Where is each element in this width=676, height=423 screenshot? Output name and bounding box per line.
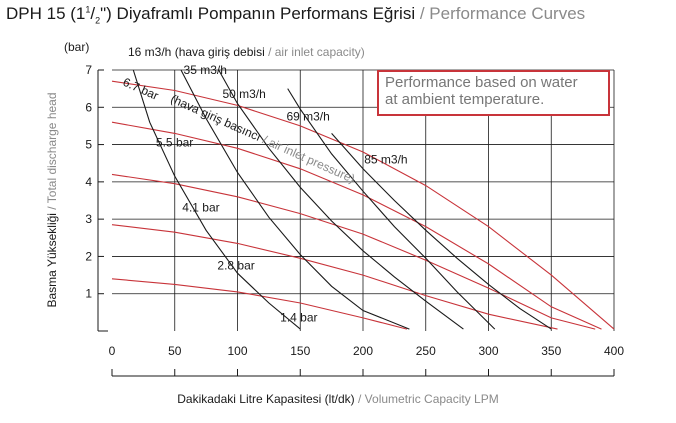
y-label-sep: /: [45, 203, 59, 214]
y-tick-label-6: 7: [85, 63, 92, 77]
y-label-en: Total discharge head: [45, 92, 59, 204]
pressure-label-1: 5.5 bar: [156, 135, 193, 149]
pressure-curve-3: [111, 224, 558, 330]
air-label-2: 50 m3/h: [222, 87, 265, 101]
air-label-4: 85 m3/h: [364, 152, 407, 166]
x-tick-label-2: 100: [227, 344, 247, 358]
title-main: DPH 15 (1: [6, 4, 86, 23]
y-tick-label-0: 1: [85, 287, 92, 301]
x-label-sep: /: [354, 392, 365, 406]
x-tick-label-5: 250: [416, 344, 436, 358]
chart-title: DPH 15 (11 / 2") Diyaframlı Pompanın Perfo…: [6, 4, 586, 26]
pressure-curve-2: [111, 173, 596, 330]
air-label-1: 35 m3/h: [184, 63, 227, 77]
air-curve-2: [218, 69, 464, 330]
y-axis-label: Basma Yüksekliği / Total discharge head: [45, 92, 59, 307]
note-line-1: Performance based on water: [385, 74, 578, 91]
pressure-caption-en: air inlet pressure): [267, 135, 357, 185]
x-tick-label-1: 50: [168, 344, 182, 358]
x-tick-label-3: 150: [290, 344, 310, 358]
x-tick-label-8: 400: [604, 344, 624, 358]
note-box: Performance based on water at ambient te…: [377, 70, 610, 116]
pressure-curve-1: [111, 121, 602, 330]
air-curve-0: [132, 69, 301, 330]
air-curve-3: [287, 88, 496, 330]
top-caption-tr: 16 m3/h (hava giriş debisi: [128, 45, 265, 59]
x-tick-label-4: 200: [353, 344, 373, 358]
x-tick-label-0: 0: [109, 344, 116, 358]
x-label-en: Volumetric Capacity LPM: [364, 392, 499, 406]
air-label-3: 69 m3/h: [286, 110, 329, 124]
y-tick-label-3: 4: [85, 175, 92, 189]
y-tick-label-2: 3: [85, 212, 92, 226]
note-line-2: at ambient temperature.: [385, 91, 545, 108]
top-air-caption: 16 m3/h (hava giriş debisi / air inlet c…: [128, 45, 365, 59]
pressure-label-2: 4.1 bar: [182, 201, 219, 215]
title-frac-den: 2: [95, 15, 101, 26]
pressure-label-4: 1.4 bar: [280, 311, 317, 325]
air-curve-1: [180, 69, 410, 330]
y-label-tr: Basma Yüksekliği: [45, 213, 59, 308]
title-sep: /: [415, 4, 430, 23]
pressure-curve-0: [111, 80, 615, 330]
x-tick-label-6: 300: [478, 344, 498, 358]
title-main-rest: ") Diyaframlı Pompanın Performans Eğrisi: [100, 4, 416, 23]
pressure-curve-4: [111, 278, 408, 330]
x-tick-label-7: 350: [541, 344, 561, 358]
pressure-label-0: 6.7 bar: [121, 75, 161, 103]
y-tick-label-5: 6: [85, 100, 92, 114]
top-caption-en: air inlet capacity): [274, 45, 365, 59]
air-curve-4: [331, 133, 552, 330]
x-label-tr: Dakikadaki Litre Kapasitesi (lt/dk): [177, 392, 355, 406]
x-axis-label: Dakikadaki Litre Kapasitesi (lt/dk) / Vo…: [0, 392, 676, 406]
top-caption-sep: /: [264, 45, 275, 59]
title-frac-num: 1: [85, 4, 91, 15]
y-unit-label: (bar): [64, 40, 90, 54]
pressure-label-3: 2.8 bar: [217, 258, 254, 272]
y-tick-label-4: 5: [85, 138, 92, 152]
y-tick-label-1: 2: [85, 249, 92, 263]
title-en: Performance Curves: [429, 4, 586, 23]
